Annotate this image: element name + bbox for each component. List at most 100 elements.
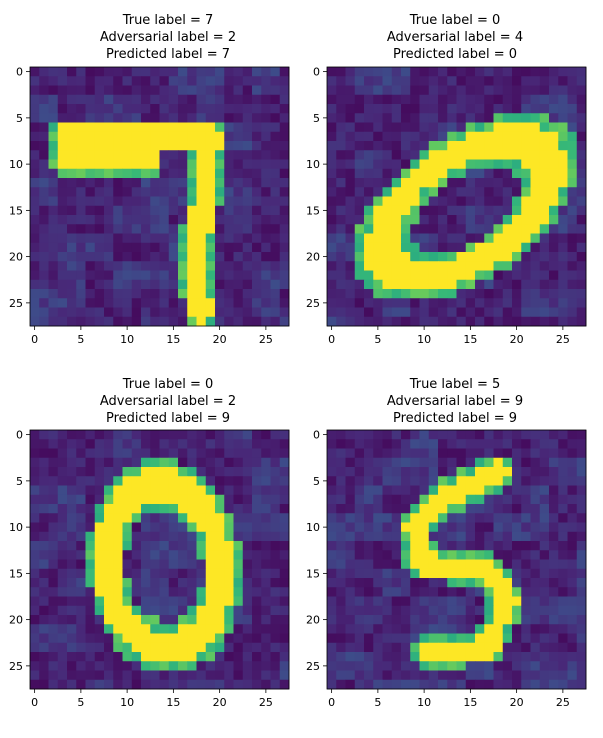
pixel-cell	[345, 513, 356, 523]
pixel-cell	[576, 178, 587, 188]
pixel-cell	[512, 494, 522, 505]
pixel-cell	[512, 252, 522, 262]
pixel-cell	[539, 122, 550, 133]
pixel-cell	[205, 624, 216, 634]
pixel-cell	[558, 196, 568, 207]
pixel-cell	[373, 661, 383, 671]
pixel-cell	[113, 550, 123, 560]
pixel-cell	[465, 113, 476, 123]
pixel-cell	[39, 559, 49, 570]
pixel-cell	[242, 642, 253, 653]
pixel-cell	[345, 430, 356, 440]
pixel-cell	[150, 242, 160, 253]
pixel-cell	[39, 224, 49, 234]
pixel-cell	[521, 624, 531, 634]
pixel-cell	[521, 670, 531, 681]
pixel-cell	[336, 596, 346, 607]
pixel-cell	[484, 485, 494, 496]
pixel-cell	[196, 624, 207, 634]
pixel-cell	[270, 150, 281, 160]
pixel-cell	[447, 131, 457, 142]
pixel-cell	[345, 633, 356, 644]
pixel-cell	[76, 531, 86, 542]
pixel-cell	[419, 159, 430, 170]
pixel-cell	[521, 559, 531, 570]
pixel-cell	[493, 242, 504, 253]
pixel-cell	[122, 578, 133, 588]
pixel-cell	[549, 633, 559, 644]
pixel-cell	[205, 661, 216, 671]
pixel-cell	[150, 578, 160, 588]
pixel-cell	[438, 178, 448, 188]
pixel-cell	[57, 513, 68, 523]
pixel-cell	[261, 104, 271, 114]
pixel-cell	[242, 615, 253, 625]
pixel-cell	[48, 587, 59, 597]
pixel-cell	[401, 568, 411, 579]
pixel-cell	[373, 67, 383, 77]
pixel-cell	[76, 307, 86, 318]
pixel-cell	[39, 205, 49, 216]
pixel-cell	[502, 242, 513, 253]
pixel-cell	[530, 316, 541, 327]
pixel-cell	[104, 550, 114, 560]
pixel-cell	[261, 476, 271, 486]
pixel-cell	[215, 252, 225, 262]
pixel-cell	[252, 215, 262, 225]
pixel-cell	[67, 215, 77, 225]
pixel-cell	[438, 633, 448, 644]
pixel-cell	[456, 298, 467, 308]
pixel-cell	[261, 159, 271, 170]
pixel-cell	[113, 541, 123, 551]
pixel-cell	[242, 168, 253, 179]
pixel-cell	[261, 513, 271, 523]
pixel-cell	[261, 168, 271, 179]
pixel-cell	[465, 270, 476, 281]
pixel-cell	[85, 522, 96, 533]
pixel-cell	[94, 187, 105, 197]
pixel-cell	[57, 531, 68, 542]
pixel-cell	[484, 624, 494, 634]
pixel-cell	[57, 652, 68, 662]
pixel-cell	[530, 104, 541, 114]
pixel-cell	[205, 550, 216, 560]
pixel-cell	[30, 113, 40, 123]
pixel-cell	[327, 642, 337, 653]
pixel-cell	[270, 307, 281, 318]
pixel-cell	[530, 504, 541, 514]
pixel-cell	[401, 187, 411, 197]
pixel-cell	[76, 541, 86, 551]
pixel-cell	[242, 298, 253, 308]
pixel-cell	[401, 178, 411, 188]
pixel-cell	[233, 298, 244, 308]
pixel-cell	[76, 578, 86, 588]
pixel-cell	[104, 242, 114, 253]
pixel-cell	[104, 568, 114, 579]
pixel-cell	[521, 661, 531, 671]
pixel-cell	[270, 522, 281, 533]
pixel-cell	[345, 289, 356, 299]
pixel-cell	[484, 270, 494, 281]
pixel-cell	[493, 159, 504, 170]
pixel-cell	[419, 76, 430, 86]
pixel-cell	[493, 642, 504, 653]
pixel-cell	[30, 104, 40, 114]
pixel-cell	[410, 522, 420, 533]
pixel-cell	[215, 559, 225, 570]
pixel-cell	[57, 457, 68, 468]
pixel-cell	[447, 541, 457, 551]
pixel-cell	[30, 661, 40, 671]
pixel-cell	[85, 104, 96, 114]
pixel-cell	[94, 316, 105, 327]
pixel-cell	[373, 94, 383, 105]
axes-frame	[29, 66, 290, 327]
pixel-cell	[178, 205, 188, 216]
pixel-cell	[382, 168, 393, 179]
pixel-cell	[113, 150, 123, 160]
pixel-cell	[67, 122, 77, 133]
pixel-cell	[493, 596, 504, 607]
pixel-cell	[382, 316, 393, 327]
pixel-cell	[178, 513, 188, 523]
pixel-cell	[428, 307, 439, 318]
pixel-cell	[196, 596, 207, 607]
